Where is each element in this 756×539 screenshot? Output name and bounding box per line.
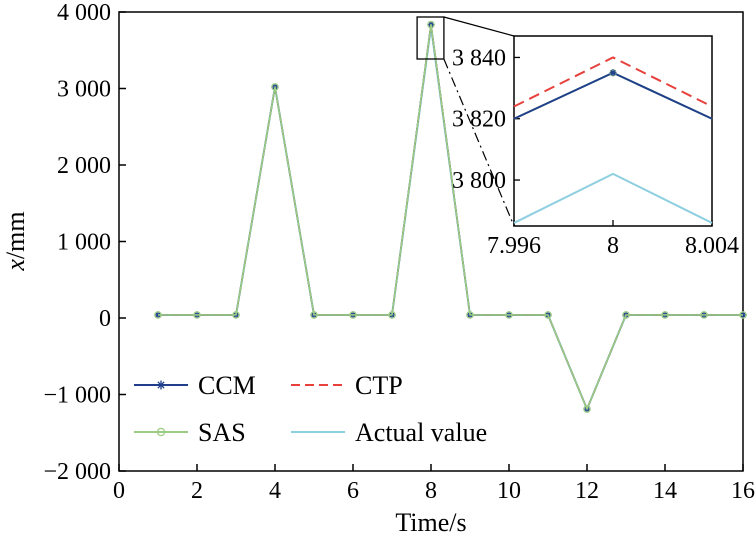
point-sas bbox=[466, 311, 474, 319]
legend-label-actual-value: Actual value bbox=[355, 418, 487, 447]
zoom-indicator bbox=[416, 16, 515, 227]
x-tick-label: 14 bbox=[653, 478, 677, 504]
legend-label-ctp: CTP bbox=[355, 371, 403, 400]
y-axis-label-variable: x bbox=[1, 259, 30, 272]
point-sas bbox=[700, 311, 708, 319]
point-sas bbox=[232, 311, 240, 319]
point-sas bbox=[739, 311, 747, 319]
legend: CCM CTP SAS Actual value bbox=[134, 371, 487, 447]
point-sas bbox=[271, 83, 279, 91]
zoom-connector-top bbox=[443, 16, 515, 37]
legend-entry-ccm: CCM bbox=[134, 371, 256, 400]
inset-y-tick-label: 3 820 bbox=[452, 107, 506, 133]
legend-entry-actual-value: Actual value bbox=[291, 418, 487, 447]
point-sas bbox=[193, 311, 201, 319]
y-axis-label: x/mm bbox=[1, 211, 30, 271]
series-line-sas bbox=[158, 23, 743, 410]
inset-y-tick-label: 3 800 bbox=[452, 168, 506, 194]
x-tick-label: 16 bbox=[731, 478, 755, 504]
point-sas bbox=[349, 311, 357, 319]
zoom-box bbox=[416, 16, 445, 60]
x-tick-label: 12 bbox=[575, 478, 599, 504]
x-tick-label: 4 bbox=[269, 478, 281, 504]
y-tick-label: 4 000 bbox=[57, 0, 111, 26]
series-layer bbox=[154, 20, 747, 413]
inset-line-ctp bbox=[513, 56, 713, 108]
y-axis-label-unit: /mm bbox=[1, 211, 30, 259]
y-tick-label: 0 bbox=[99, 306, 111, 332]
inset-chart: 7.996 8 8.004 3 800 3 820 3 840 bbox=[452, 35, 739, 259]
y-axis-ticks: −2 000 −1 000 0 1 000 2 000 3 000 4 000 bbox=[43, 0, 126, 485]
point-sas bbox=[388, 311, 396, 319]
x-axis-label: Time/s bbox=[395, 508, 466, 537]
y-tick-label: 1 000 bbox=[57, 230, 111, 256]
x-tick-label: 2 bbox=[191, 478, 203, 504]
x-tick-label: 6 bbox=[347, 478, 359, 504]
point-sas bbox=[661, 311, 669, 319]
y-tick-label: −1 000 bbox=[43, 383, 111, 409]
inset-y-tick-label: 3 840 bbox=[452, 45, 506, 71]
inset-x-tick-label: 8 bbox=[607, 233, 619, 259]
y-tick-label: −2 000 bbox=[43, 459, 111, 485]
x-axis-ticks: 0 2 4 6 8 10 12 14 16 bbox=[113, 464, 755, 504]
y-tick-label: 3 000 bbox=[57, 77, 111, 103]
inset-line-actual-value bbox=[513, 172, 713, 224]
y-tick-label: 2 000 bbox=[57, 153, 111, 179]
legend-entry-sas: SAS bbox=[134, 418, 246, 447]
x-tick-label: 0 bbox=[113, 478, 125, 504]
inset-x-tick-label: 7.996 bbox=[487, 233, 541, 259]
x-tick-label: 10 bbox=[497, 478, 521, 504]
point-sas bbox=[583, 405, 591, 413]
inset-x-tick-label: 8.004 bbox=[685, 233, 739, 259]
point-sas bbox=[622, 311, 630, 319]
x-tick-label: 8 bbox=[425, 478, 437, 504]
inset-frame bbox=[513, 35, 713, 227]
legend-marker-ccm bbox=[156, 380, 166, 390]
legend-label-ccm: CCM bbox=[198, 371, 256, 400]
point-sas bbox=[544, 311, 552, 319]
point-sas bbox=[310, 311, 318, 319]
legend-entry-ctp: CTP bbox=[291, 371, 403, 400]
legend-marker-sas bbox=[156, 427, 166, 437]
point-sas bbox=[427, 20, 435, 29]
point-sas bbox=[505, 311, 513, 319]
inset-point-ccm bbox=[609, 69, 617, 77]
legend-label-sas: SAS bbox=[198, 418, 246, 447]
point-sas bbox=[154, 311, 162, 319]
